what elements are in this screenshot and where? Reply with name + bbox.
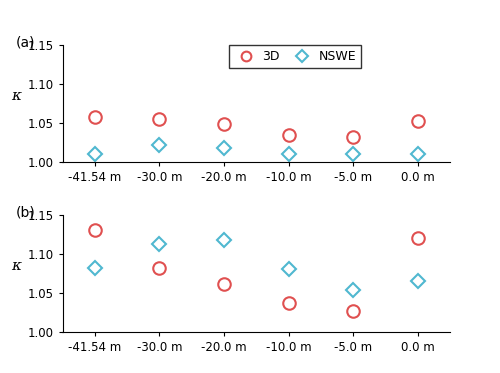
Y-axis label: κ: κ <box>11 90 21 103</box>
Text: (b): (b) <box>16 206 36 219</box>
Legend: 3D, NSWE: 3D, NSWE <box>228 45 362 68</box>
Y-axis label: κ: κ <box>11 259 21 273</box>
Text: (a): (a) <box>16 35 36 49</box>
